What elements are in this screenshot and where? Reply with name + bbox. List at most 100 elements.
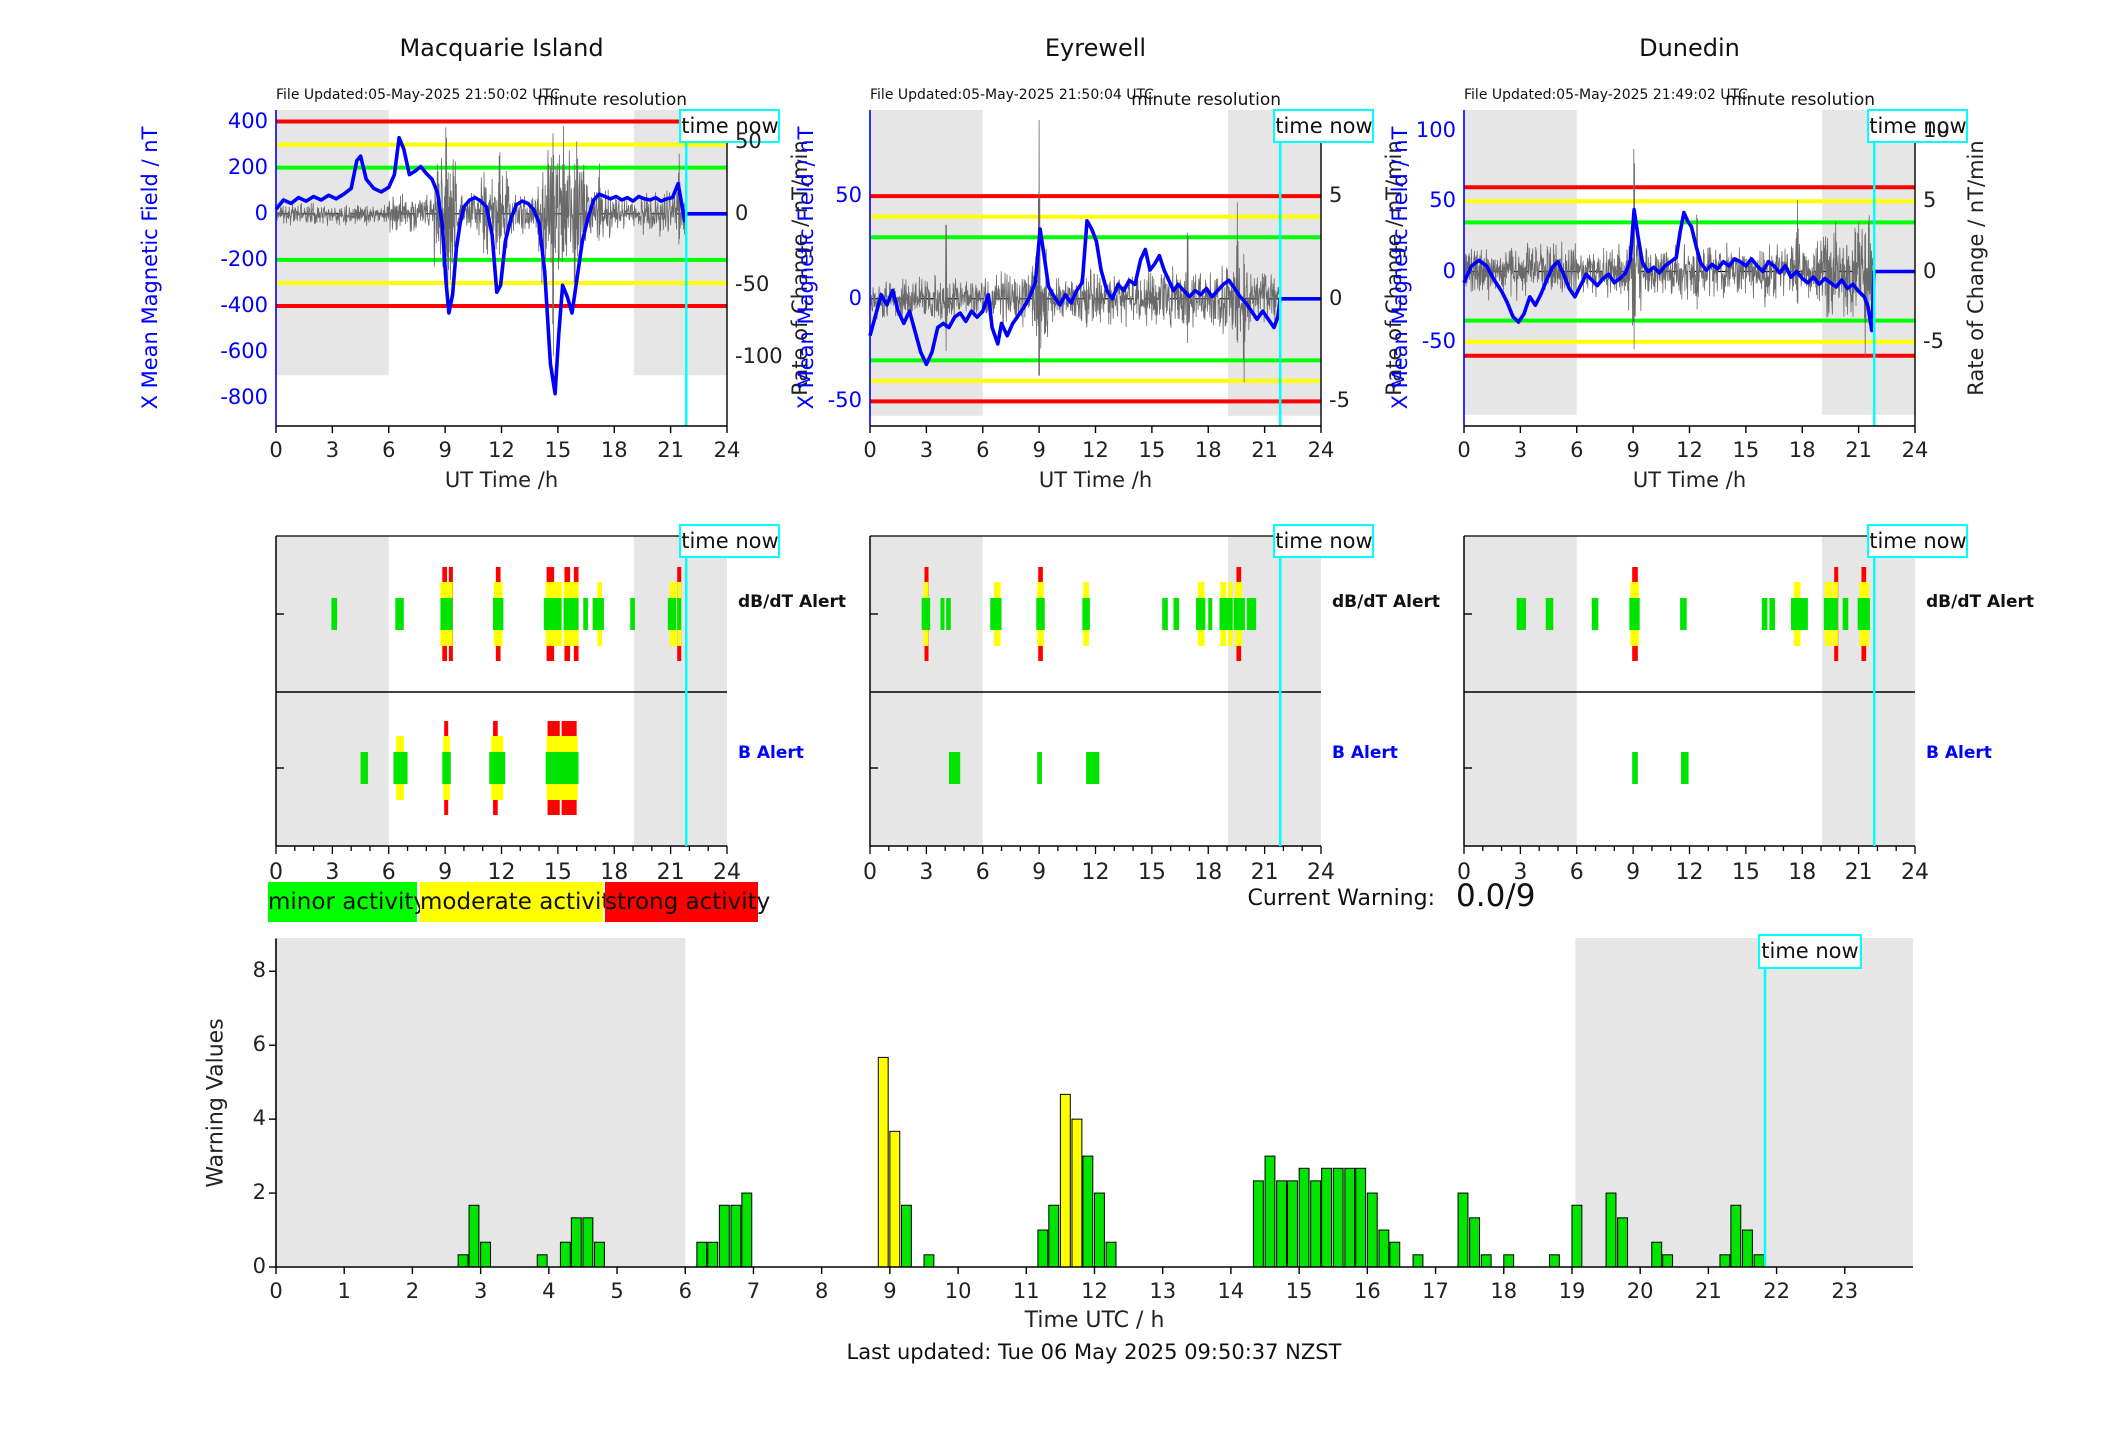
x-tick-label: 21 (656, 860, 685, 885)
y-tick-label: 8 (252, 958, 266, 983)
left-y-tick-label: -200 (220, 246, 268, 271)
dbdt-alert-row-label: dB/dT Alert (738, 592, 847, 612)
x-tick-label: 3 (919, 438, 934, 462)
x-tick-label: 9 (1032, 438, 1046, 462)
warning-bar (1252, 1180, 1264, 1268)
warning-bar (1662, 1254, 1674, 1268)
x-tick-label: 9 (1626, 438, 1640, 462)
x-tick-label: 9 (438, 438, 452, 462)
legend-moderate-activity: moderate activity (420, 882, 624, 922)
legend-strong-activity: strong activity (605, 882, 770, 922)
dbdt-alert-row-label: dB/dT Alert (1926, 592, 2035, 612)
mean-field-line (868, 219, 1321, 367)
green-alert-bar (1162, 598, 1168, 630)
warning-bar (559, 1241, 571, 1268)
left-y-tick-label: -50 (1421, 328, 1456, 353)
warning-bar (1264, 1155, 1276, 1268)
x-tick-label: 3 (919, 860, 934, 885)
minute-resolution-text: minute resolution (1131, 90, 1281, 110)
x-tick-label: 24 (713, 438, 741, 462)
warning-bar (1571, 1204, 1583, 1268)
rate-of-change-trace (1463, 148, 1875, 357)
warning-bar (1605, 1192, 1617, 1268)
x-tick-label: 12 (1676, 438, 1703, 462)
left-y-tick-label: -50 (827, 388, 862, 413)
left-y-tick-label: 0 (848, 285, 862, 310)
warning-bar (570, 1217, 582, 1268)
x-tick-label: 0 (269, 1279, 283, 1303)
green-alert-bar (940, 598, 945, 630)
warning-bar (1105, 1241, 1117, 1268)
x-tick-label: 9 (1626, 860, 1641, 885)
left-y-tick-label: 100 (1415, 118, 1456, 143)
x-tick-label: 15 (1731, 860, 1760, 885)
x-tick-label: 6 (1570, 438, 1584, 462)
green-alert-bar (583, 598, 588, 630)
green-alert-bar (1761, 598, 1768, 630)
x-tick-label: 9 (1032, 860, 1047, 885)
x-tick-label: 0 (863, 438, 877, 462)
warning-bar (1389, 1241, 1401, 1268)
x-tick-label: 6 (381, 860, 396, 885)
y-tick-label: 6 (252, 1032, 266, 1057)
night-shading (870, 110, 983, 416)
x-tick-label: 6 (976, 438, 990, 462)
time-utc-axis-label: Time UTC / h (1024, 1308, 1165, 1333)
green-alert-bar (360, 752, 369, 784)
station-plot-2 (868, 110, 1322, 433)
time-now-box: time now (1273, 524, 1375, 558)
warning-bar (1048, 1204, 1060, 1268)
x-tick-label: 3 (1513, 438, 1528, 462)
green-alert-bar (331, 598, 338, 630)
b-alert-row-label: B Alert (1332, 743, 1398, 763)
x-tick-label: 6 (382, 438, 396, 462)
time-now-box: time now (679, 109, 781, 143)
left-y-tick-label: -600 (220, 339, 268, 364)
station-plot-3 (1462, 110, 1916, 433)
right-y-tick-label: 0 (735, 200, 749, 225)
green-alert-bar (1196, 598, 1206, 630)
right-y-tick-label: 0 (1329, 285, 1343, 310)
x-tick-label: 3 (473, 1279, 488, 1303)
warning-bar (1355, 1167, 1367, 1268)
warning-bar (730, 1204, 742, 1268)
x-tick-label: 5 (610, 1279, 624, 1303)
green-alert-bar (442, 752, 451, 784)
green-alert-bar (440, 598, 453, 630)
night-shading (1575, 938, 1913, 1267)
x-tick-label: 15 (1137, 860, 1166, 885)
x-tick-label: 18 (1490, 1279, 1518, 1303)
green-alert-bar (1082, 598, 1090, 630)
green-alert-bar (921, 598, 931, 630)
left-y-tick-label: -800 (220, 385, 268, 410)
x-tick-label: 20 (1626, 1279, 1654, 1303)
green-alert-bar (667, 598, 677, 630)
warning-bar (468, 1204, 480, 1268)
warning-values-axis-label: Warning Values (203, 1017, 229, 1188)
x-tick-label: 14 (1217, 1279, 1245, 1303)
x-tick-label: 18 (1788, 860, 1817, 885)
time-now-box: time now (1273, 109, 1375, 143)
green-alert-bar (563, 598, 579, 630)
x-tick-label: 21 (1695, 1279, 1722, 1303)
green-alert-bar (1219, 598, 1233, 630)
warning-bar (1059, 1093, 1071, 1268)
x-tick-label: 4 (542, 1279, 556, 1303)
left-y-tick-label: 50 (1429, 188, 1456, 213)
green-alert-bar (946, 598, 951, 630)
warning-values-chart (269, 938, 1913, 1274)
station-title: Eyrewell (1044, 34, 1147, 62)
x-tick-label: 24 (1901, 860, 1929, 885)
warning-bar (1469, 1217, 1481, 1268)
warning-bar (536, 1254, 548, 1268)
x-tick-label: 12 (1081, 860, 1110, 885)
alert-panel-1 (275, 535, 728, 854)
rate-of-change-trace (275, 125, 687, 356)
ut-time-axis-label: UT Time /h (1038, 468, 1153, 492)
night-shading (276, 938, 686, 1267)
warning-bar (1412, 1254, 1424, 1268)
green-alert-bar (1790, 598, 1808, 630)
warning-bar (889, 1130, 901, 1268)
left-y-tick-label: -400 (220, 293, 268, 318)
green-alert-bar (1036, 598, 1045, 630)
